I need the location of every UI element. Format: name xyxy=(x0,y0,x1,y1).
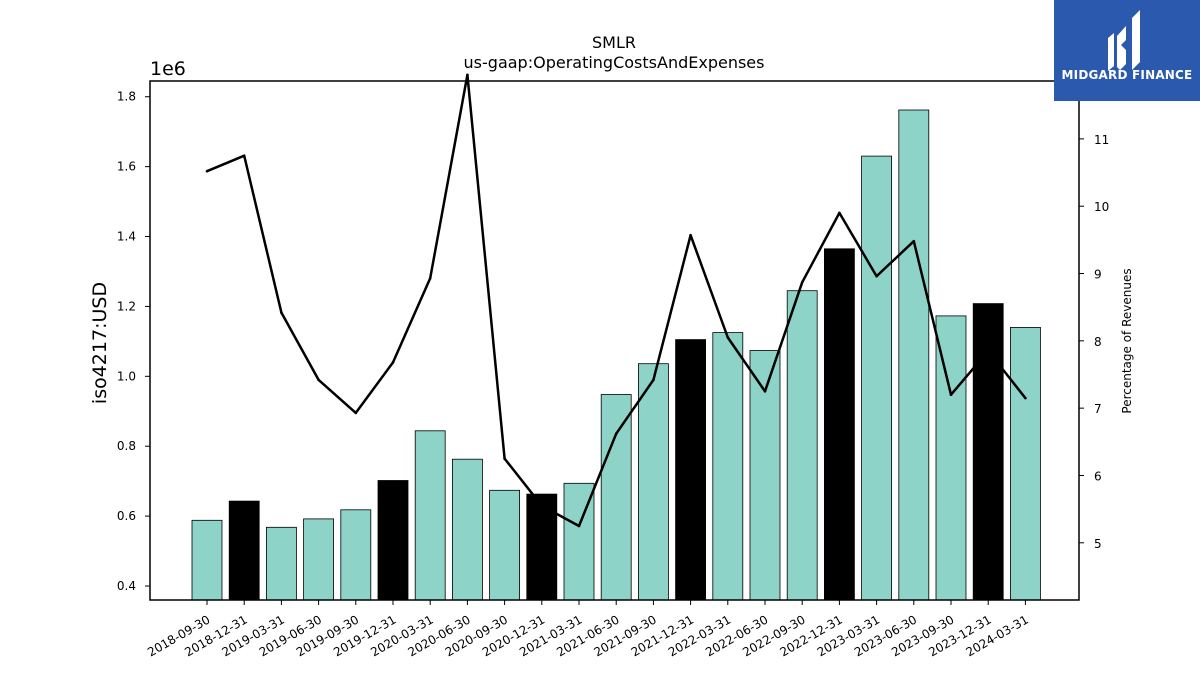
line-point-2022-12-31 xyxy=(838,211,841,215)
line-point-2024-03-31 xyxy=(1024,396,1027,400)
bar-2019-03-31 xyxy=(265,526,297,601)
line-point-2018-09-30 xyxy=(205,169,209,173)
y2-tick-label: 6 xyxy=(1094,469,1102,483)
bar-2023-03-31 xyxy=(861,155,892,601)
line-point-2019-12-31 xyxy=(391,361,395,364)
line-point-2020-12-31 xyxy=(540,504,544,508)
bar-2020-12-31 xyxy=(526,493,558,601)
y-tick-label: 1.6 xyxy=(117,160,136,174)
line-point-2018-12-31 xyxy=(242,154,246,157)
line-point-2023-09-30 xyxy=(949,393,953,397)
logo-text: MIDGARD FINANCE xyxy=(1061,68,1193,82)
line-point-2021-09-30 xyxy=(652,378,655,382)
y-offset-text: 1e6 xyxy=(150,58,186,80)
bar-2020-06-30 xyxy=(451,458,483,601)
y-axis-left: 0.4 0.6 0.8 1.0 1.2 1.4 1.6 1.8 xyxy=(117,90,150,593)
line-point-2019-03-31 xyxy=(280,311,283,314)
line-group xyxy=(205,73,1027,528)
y-tick-label: 1.8 xyxy=(117,90,136,104)
logo-mark-icon xyxy=(1108,10,1140,71)
y2-tick-label: 5 xyxy=(1094,537,1102,551)
bar-2023-09-30 xyxy=(935,315,967,601)
bar-2018-12-31 xyxy=(228,500,260,601)
y-tick-label: 0.6 xyxy=(117,509,136,523)
line-point-2020-06-30 xyxy=(466,73,469,77)
bar-2023-12-31 xyxy=(972,303,1004,601)
bar-2021-09-30 xyxy=(638,363,669,601)
y-tick-label: 1.2 xyxy=(117,299,136,313)
y-axis-label: iso4217:USD xyxy=(89,282,111,404)
bar-2024-03-31 xyxy=(1010,326,1041,601)
y2-tick-label: 10 xyxy=(1094,200,1109,214)
line-point-2022-03-31 xyxy=(726,336,730,339)
line-point-2019-06-30 xyxy=(317,378,320,382)
line-point-2021-12-31 xyxy=(689,233,692,237)
line-point-2023-06-30 xyxy=(912,239,916,243)
bar-2022-12-31 xyxy=(824,248,855,601)
line-point-2020-09-30 xyxy=(503,457,506,460)
y-tick-label: 1.4 xyxy=(117,230,136,244)
y2-axis-label: Percentage of Revenues xyxy=(1120,268,1134,413)
line-point-2021-03-31 xyxy=(577,524,581,528)
line-point-2023-12-31 xyxy=(986,349,990,353)
y-tick-label: 1.0 xyxy=(117,369,136,383)
bar-2021-12-31 xyxy=(675,339,706,601)
y2-tick-label: 7 xyxy=(1094,402,1102,416)
y-axis-right: 5 6 7 8 9 10 11 xyxy=(1079,133,1109,551)
bar-2021-06-30 xyxy=(600,394,632,601)
bar-2018-09-30 xyxy=(191,519,223,601)
midgard-finance-logo: MIDGARD FINANCE xyxy=(1054,0,1200,101)
y-tick-label: 0.4 xyxy=(117,579,136,593)
y-tick-label: 0.8 xyxy=(117,439,136,453)
y2-tick-label: 8 xyxy=(1094,335,1102,349)
bar-2019-09-30 xyxy=(340,509,372,601)
y2-tick-label: 11 xyxy=(1094,133,1109,147)
bar-2022-03-31 xyxy=(712,332,744,601)
chart-title: SMLR xyxy=(592,33,636,52)
line-point-2022-09-30 xyxy=(800,281,804,284)
line-point-2023-03-31 xyxy=(875,274,878,278)
bar-2020-09-30 xyxy=(489,489,521,601)
chart-subtitle: us-gaap:OperatingCostsAndExpenses xyxy=(464,53,765,72)
bar-2022-09-30 xyxy=(786,290,818,601)
line-point-2021-06-30 xyxy=(614,432,618,436)
line-point-2020-03-31 xyxy=(428,276,432,280)
line-point-2022-06-30 xyxy=(763,390,767,393)
bar-2023-06-30 xyxy=(898,109,930,601)
bar-2020-03-31 xyxy=(414,430,446,601)
x-axis: 2018-09-302018-12-312019-03-312019-06-30… xyxy=(145,600,1031,659)
bar-2019-12-31 xyxy=(377,480,409,601)
line-point-2019-09-30 xyxy=(354,411,358,415)
bar-2019-06-30 xyxy=(303,518,335,601)
y2-tick-label: 9 xyxy=(1094,268,1102,282)
bars-group xyxy=(191,109,1041,601)
